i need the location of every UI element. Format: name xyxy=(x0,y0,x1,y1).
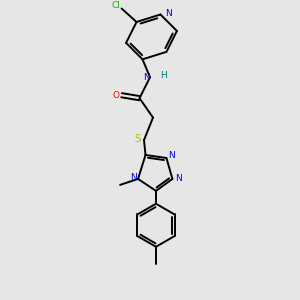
Text: N: N xyxy=(143,73,150,82)
Text: H: H xyxy=(160,71,167,80)
Text: N: N xyxy=(165,9,172,18)
Text: N: N xyxy=(168,151,175,160)
Text: S: S xyxy=(134,134,141,144)
Text: Cl: Cl xyxy=(112,1,121,10)
Text: N: N xyxy=(175,174,182,183)
Text: N: N xyxy=(130,173,136,182)
Text: O: O xyxy=(113,91,120,100)
